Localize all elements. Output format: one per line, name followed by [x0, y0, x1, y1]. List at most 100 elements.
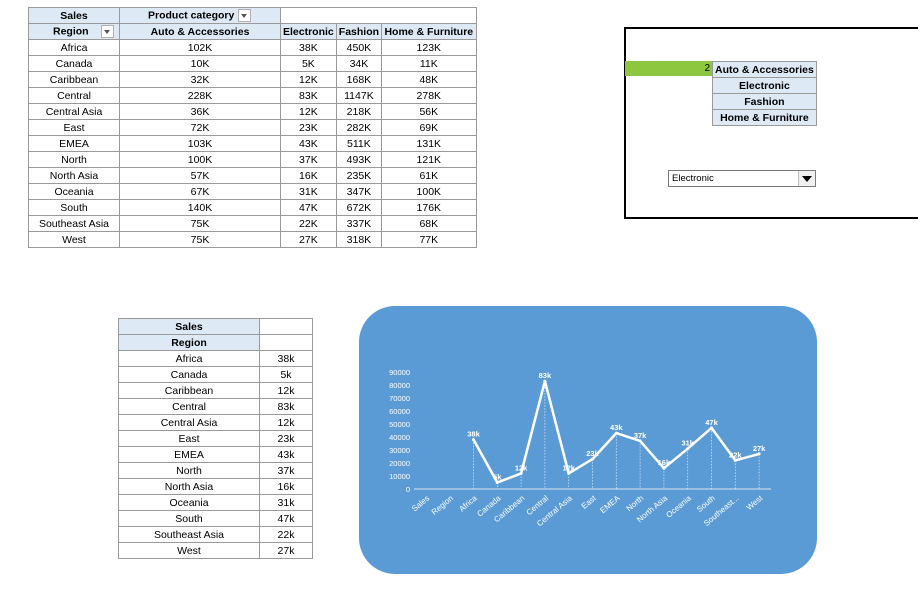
column-field-header[interactable]: Product category: [119, 7, 281, 24]
column-filter-dropdown-icon[interactable]: [238, 9, 252, 22]
table-row: West 27k: [118, 542, 313, 559]
table-row: EMEA 43k: [118, 446, 313, 463]
row-label: South: [28, 199, 120, 216]
value-cell: 100K: [119, 151, 281, 168]
y-tick-label: 10000: [389, 472, 410, 481]
value-cell: 140K: [119, 199, 281, 216]
row-label: Central: [28, 87, 120, 104]
value-cell: 278K: [381, 87, 477, 104]
row-label: North Asia: [28, 167, 120, 184]
row-field-header[interactable]: Region: [28, 23, 120, 40]
value-cell: 37K: [280, 151, 337, 168]
value-cell: 16K: [280, 167, 337, 184]
data-label: 27k: [753, 444, 766, 453]
value-cell: 68K: [381, 215, 477, 232]
table-row: West 75K 27K 318K 77K: [28, 231, 477, 248]
row-label: North: [28, 151, 120, 168]
table-row: Caribbean 32K 12K 168K 48K: [28, 71, 477, 88]
value-cell: 12k: [259, 382, 313, 399]
table-row: North Asia 57K 16K 235K 61K: [28, 167, 477, 184]
value-cell: 27K: [280, 231, 337, 248]
data-label: 5k: [493, 473, 502, 482]
table-row: South 47k: [118, 510, 313, 527]
value-cell: 131K: [381, 135, 477, 152]
value-cell: 176K: [381, 199, 477, 216]
row-label: West: [118, 542, 260, 559]
value-cell: 72K: [119, 119, 281, 136]
row-label: South: [118, 510, 260, 527]
column-header: Home & Furniture: [381, 23, 477, 40]
data-point: [591, 457, 594, 461]
value-cell: 22K: [280, 215, 337, 232]
data-label: 38k: [467, 430, 480, 439]
row-label: Caribbean: [118, 382, 260, 399]
row-label: West: [28, 231, 120, 248]
chevron-down-icon[interactable]: [798, 171, 815, 186]
empty-cell: [259, 318, 313, 335]
value-cell: 1147K: [335, 87, 383, 104]
row-label: Africa: [118, 350, 260, 367]
value-cell: 57K: [119, 167, 281, 184]
value-cell: 347K: [335, 183, 383, 200]
empty-cell: [280, 7, 337, 24]
value-cell: 43k: [259, 446, 313, 463]
value-cell: 38K: [280, 39, 337, 56]
row-filter-dropdown-icon[interactable]: [100, 25, 114, 38]
table-row: Central 228K 83K 1147K 278K: [28, 87, 477, 104]
x-tick-label: East: [580, 493, 599, 511]
value-cell: 22k: [259, 526, 313, 543]
row-label: East: [28, 119, 120, 136]
x-tick-label: Oceania: [664, 493, 693, 519]
row-label: Canada: [118, 366, 260, 383]
table-row: Southeast Asia 22k: [118, 526, 313, 543]
row-label: Canada: [28, 55, 120, 72]
value-cell: 32K: [119, 71, 281, 88]
data-point: [638, 439, 642, 443]
category-item: Home & Furniture: [712, 109, 817, 126]
value-cell: 27k: [259, 542, 313, 559]
row-label: Oceania: [28, 183, 120, 200]
category-item: Electronic: [712, 77, 817, 94]
value-cell: 75K: [119, 231, 281, 248]
value-cell: 48K: [381, 71, 477, 88]
line-chart: 0 10000 20000 30000 40000 50000 60000 70000 8000…: [389, 368, 771, 528]
table-row: East 72K 23K 282K 69K: [28, 119, 477, 136]
value-cell: 61K: [381, 167, 477, 184]
data-point: [495, 481, 499, 484]
row-field-label: Region: [53, 25, 89, 38]
data-point: [614, 431, 618, 435]
row-label: Africa: [28, 39, 120, 56]
category-list: Auto & Accessories Electronic Fashion Home …: [712, 61, 817, 126]
value-cell: 23k: [259, 430, 313, 447]
row-label: North: [118, 462, 260, 479]
row-label: Southeast Asia: [118, 526, 260, 543]
table-row: EMEA 103K 43K 511K 131K: [28, 135, 477, 152]
table-row: Canada 10K 5K 34K 11K: [28, 55, 477, 72]
data-point: [757, 452, 761, 456]
category-combobox[interactable]: Electronic: [668, 170, 816, 187]
y-tick-label: 70000: [389, 394, 410, 403]
chart-area[interactable]: 0 10000 20000 30000 40000 50000 60000 70000 8000…: [359, 306, 817, 574]
table-row: South 140K 47K 672K 176K: [28, 199, 477, 216]
value-cell: 36K: [119, 103, 281, 120]
value-cell: 38k: [259, 350, 313, 367]
data-point: [710, 426, 713, 430]
value-cell: 102K: [119, 39, 281, 56]
row-label: Oceania: [118, 494, 260, 511]
data-label: 43k: [610, 423, 623, 432]
category-item: Auto & Accessories: [712, 61, 817, 78]
x-tick-label: West: [745, 493, 765, 512]
y-tick-label: 60000: [389, 407, 410, 416]
value-cell: 47K: [280, 199, 337, 216]
value-cell: 168K: [335, 71, 383, 88]
table-row: North 37k: [118, 462, 313, 479]
data-label: 83k: [539, 371, 552, 380]
row-label: North Asia: [118, 478, 260, 495]
pivot-table: Sales Product category Region Auto & Acc…: [28, 7, 477, 248]
data-label: 37k: [634, 431, 647, 440]
value-cell: 11K: [381, 55, 477, 72]
value-cell: 77K: [381, 231, 477, 248]
table-row: North Asia 16k: [118, 478, 313, 495]
value-cell: 282K: [335, 119, 383, 136]
category-item: Fashion: [712, 93, 817, 110]
